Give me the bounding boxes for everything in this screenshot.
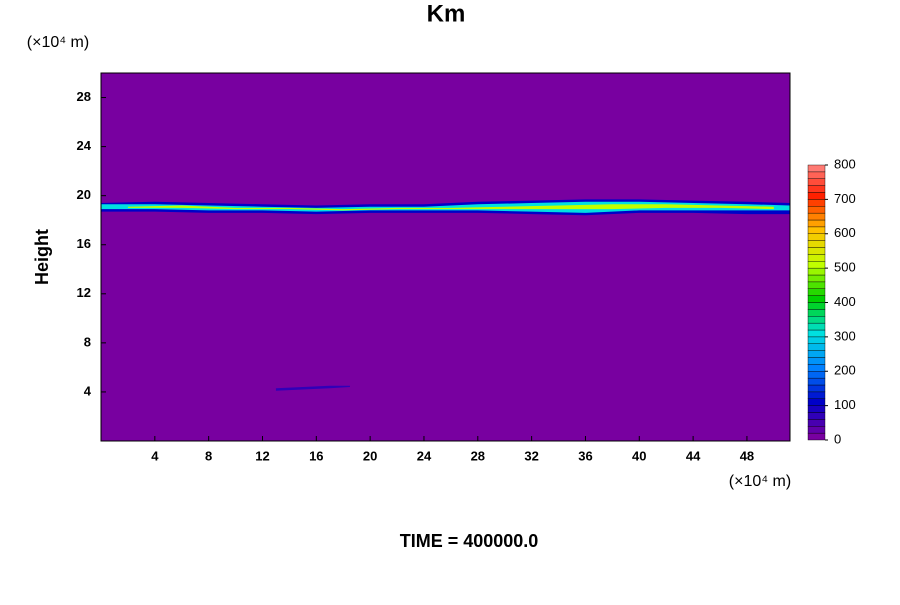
- x-tick-label: 48: [740, 448, 754, 463]
- y-tick-label: 20: [77, 187, 91, 202]
- y-tick-label: 24: [77, 138, 92, 153]
- colorbar-band: [807, 295, 826, 303]
- colorbar-band: [807, 371, 826, 379]
- colorbar-label: 800: [834, 156, 856, 171]
- chart-title: Km: [427, 0, 466, 27]
- x-tick-label: 20: [363, 448, 377, 463]
- colorbar-band: [807, 164, 826, 173]
- x-tick-label: 16: [309, 448, 323, 463]
- colorbar-band: [807, 350, 826, 358]
- colorbar-label: 700: [834, 191, 856, 206]
- plot-frame: [100, 72, 791, 442]
- colorbar-band: [807, 412, 826, 420]
- colorbar-band: [807, 329, 826, 338]
- colorbar-band: [807, 364, 826, 372]
- colorbar-label: 400: [834, 294, 856, 309]
- colorbar-band: [807, 302, 826, 310]
- x-tick-label: 4: [151, 448, 159, 463]
- colorbar-band: [807, 206, 826, 214]
- colorbar-band: [807, 316, 826, 324]
- x-tick-label: 12: [255, 448, 269, 463]
- x-tick-label: 40: [632, 448, 646, 463]
- colorbar-label: 200: [834, 363, 856, 378]
- colorbar-label: 600: [834, 225, 856, 240]
- colorbar-band: [807, 274, 826, 283]
- colorbar-band: [807, 419, 826, 427]
- y-unit: (×10⁴ m): [27, 34, 89, 51]
- colorbar-band: [807, 192, 826, 200]
- x-tick-label: 32: [524, 448, 538, 463]
- x-unit: (×10⁴ m): [729, 473, 791, 490]
- colorbar-band: [807, 171, 826, 179]
- colorbar-band: [807, 322, 826, 331]
- colorbar-band: [807, 309, 826, 317]
- colorbar-band: [807, 288, 826, 296]
- colorbar-band: [807, 185, 826, 193]
- x-tick-label: 24: [417, 448, 432, 463]
- colorbar-label: 0: [834, 431, 841, 446]
- contour-region: [275, 385, 350, 391]
- y-tick-label: 8: [84, 334, 91, 349]
- contour-region: [127, 204, 774, 211]
- colorbar-band: [807, 357, 826, 365]
- colorbar-band: [807, 219, 826, 228]
- colorbar-band: [807, 226, 826, 234]
- colorbar-band: [807, 267, 826, 276]
- x-tick-label: 28: [471, 448, 485, 463]
- y-tick-label: 16: [77, 236, 91, 251]
- colorbar-band: [807, 240, 826, 248]
- colorbar-band: [807, 261, 826, 269]
- colorbar-band: [807, 212, 826, 221]
- y-tick-label: 4: [84, 383, 92, 398]
- colorbar-band: [807, 405, 826, 413]
- colorbar-band: [807, 254, 826, 262]
- colorbar-band: [807, 391, 826, 399]
- colorbar-label: 500: [834, 260, 856, 275]
- colorbar-band: [807, 178, 826, 186]
- x-tick-label: 36: [578, 448, 592, 463]
- colorbar-band: [807, 398, 826, 406]
- colorbar-band: [807, 343, 826, 351]
- colorbar-label: 100: [834, 397, 856, 412]
- colorbar-band: [807, 384, 826, 393]
- footer: TIME = 400000.0: [400, 531, 539, 551]
- colorbar-label: 300: [834, 328, 856, 343]
- colorbar-band: [807, 377, 826, 386]
- colorbar-band: [807, 336, 826, 344]
- colorbar-band: [807, 199, 826, 207]
- x-tick-label: 44: [686, 448, 701, 463]
- plot-background: [101, 73, 790, 441]
- colorbar-band: [807, 432, 826, 441]
- y-tick-label: 28: [77, 89, 91, 104]
- y-axis-label: Height: [32, 229, 52, 285]
- colorbar-band: [807, 426, 826, 434]
- x-tick-label: 8: [205, 448, 212, 463]
- colorbar-band: [807, 233, 826, 241]
- colorbar-band: [807, 247, 826, 255]
- colorbar-band: [807, 281, 826, 289]
- y-tick-label: 12: [77, 285, 91, 300]
